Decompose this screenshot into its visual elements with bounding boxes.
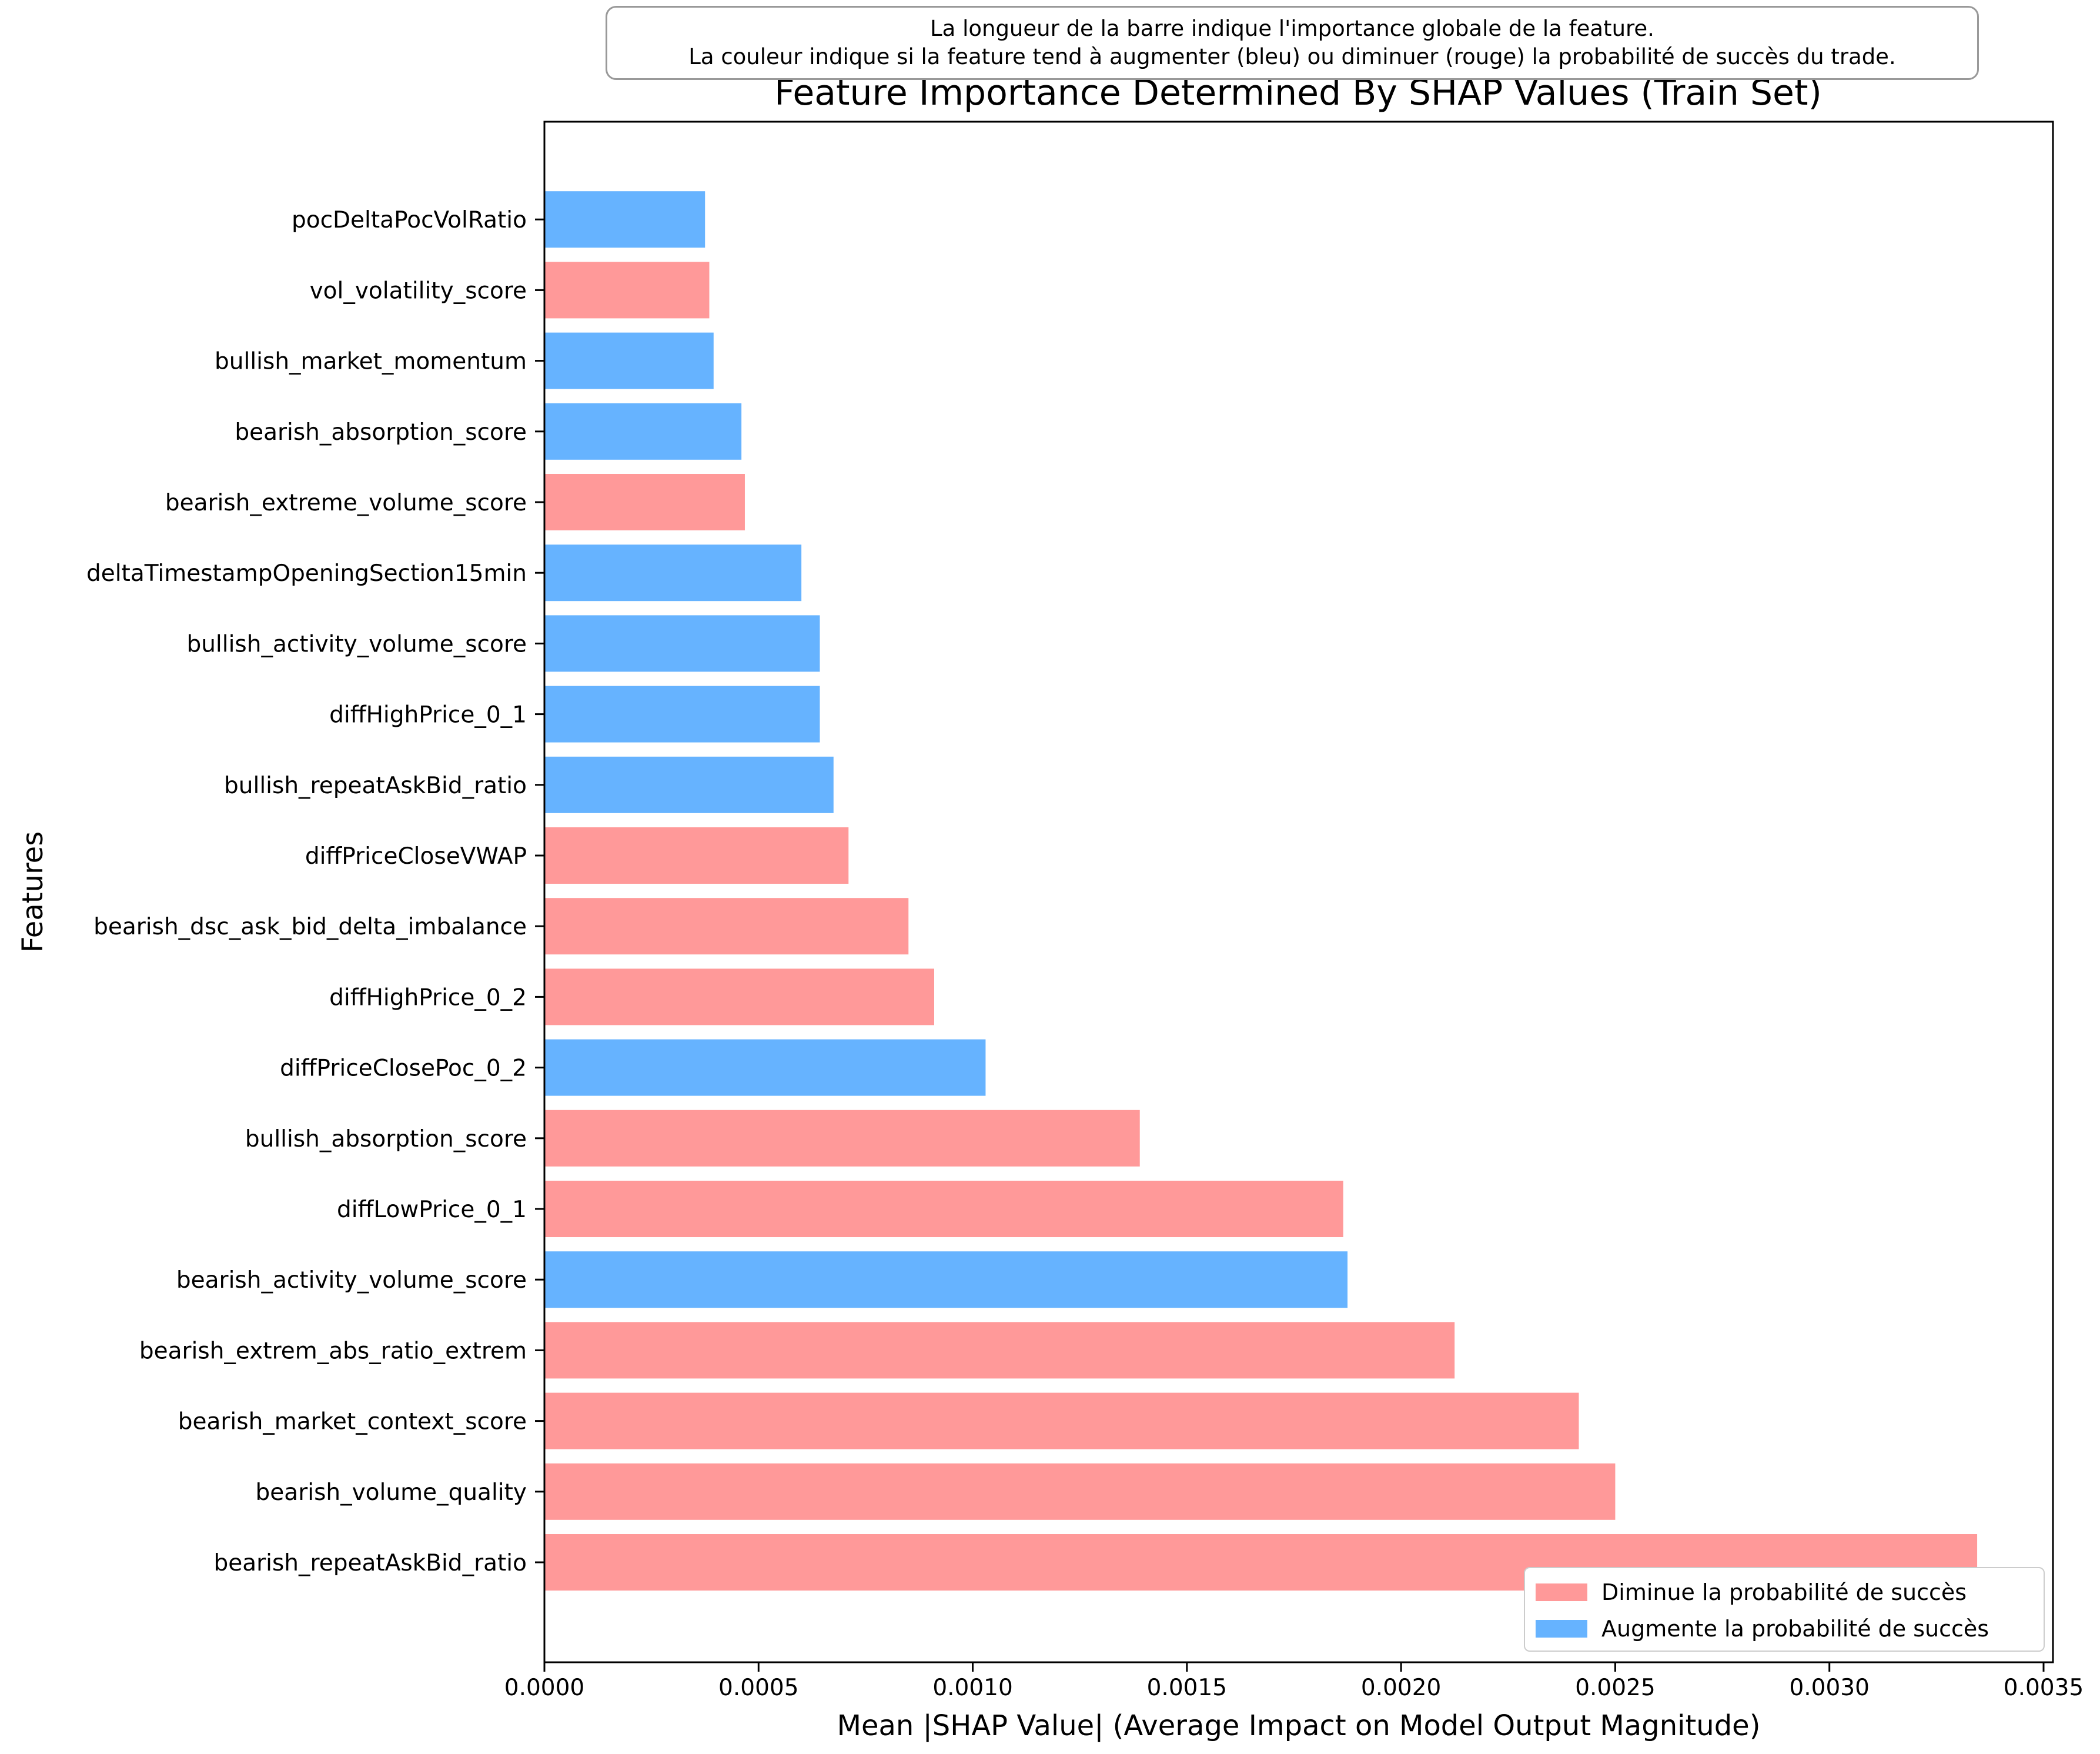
legend-label-increase: Augmente la probabilité de succès xyxy=(1601,1616,1989,1642)
y-tick-label: diffPriceClosePoc_0_2 xyxy=(280,1055,527,1082)
bar-deltaTimestampOpeningSection15min xyxy=(544,544,802,602)
x-tick-label: 0.0005 xyxy=(718,1675,798,1701)
y-tick-label: bearish_activity_volume_score xyxy=(176,1267,527,1294)
y-tick-label: bullish_absorption_score xyxy=(245,1126,527,1152)
legend-swatch-decrease xyxy=(1536,1583,1587,1601)
bar-bullish_market_momentum xyxy=(544,332,714,389)
bar-bearish_extreme_volume_score xyxy=(544,474,745,530)
bar-bearish_activity_volume_score xyxy=(544,1251,1348,1308)
y-tick-label: bearish_repeatAskBid_ratio xyxy=(213,1550,527,1576)
bar-bearish_extrem_abs_ratio_extrem xyxy=(544,1322,1455,1379)
x-tick-label: 0.0025 xyxy=(1575,1675,1655,1701)
bar-diffHighPrice_0_1 xyxy=(544,686,820,743)
legend-label-decrease: Diminue la probabilité de succès xyxy=(1601,1579,1967,1605)
plot-frame xyxy=(543,121,2054,1663)
legend-swatch-increase xyxy=(1536,1620,1587,1638)
y-tick-label: bullish_market_momentum xyxy=(215,349,527,375)
y-tick-label: vol_volatility_score xyxy=(310,278,527,304)
y-tick-label: diffHighPrice_0_1 xyxy=(329,702,527,729)
x-tick-label: 0.0020 xyxy=(1361,1675,1441,1701)
bar-vol_volatility_score xyxy=(544,262,710,319)
y-tick-label: diffLowPrice_0_1 xyxy=(337,1197,527,1223)
y-tick-label: bearish_absorption_score xyxy=(235,419,527,446)
chart-legend: Diminue la probabilité de succès Augment… xyxy=(1524,1567,2045,1652)
bar-bullish_absorption_score xyxy=(544,1110,1140,1167)
explanation-note: La longueur de la barre indique l'import… xyxy=(606,6,1979,80)
axes-layer: bearish_repeatAskBid_ratio bearish_volume… xyxy=(86,207,2084,1701)
y-tick-label: bearish_extrem_abs_ratio_extrem xyxy=(139,1338,527,1364)
y-axis-label: Features xyxy=(16,831,49,953)
y-tick-label: bearish_extreme_volume_score xyxy=(165,490,527,516)
y-tick-label: pocDeltaPocVolRatio xyxy=(292,207,527,233)
x-tick-label: 0.0010 xyxy=(932,1675,1012,1701)
y-tick-label: diffHighPrice_0_2 xyxy=(329,984,527,1011)
bar-diffPriceClosePoc_0_2 xyxy=(544,1039,986,1096)
bars-layer xyxy=(544,191,1978,1591)
bar-bearish_market_context_score xyxy=(544,1392,1579,1449)
x-tick-label: 0.0035 xyxy=(2004,1675,2084,1701)
bar-bearish_volume_quality xyxy=(544,1463,1616,1520)
y-tick-label: bearish_volume_quality xyxy=(256,1479,527,1506)
bar-diffLowPrice_0_1 xyxy=(544,1181,1343,1237)
legend-item-increase: Augmente la probabilité de succès xyxy=(1536,1611,1989,1647)
bar-diffHighPrice_0_2 xyxy=(544,968,934,1025)
bar-diffPriceCloseVWAP xyxy=(544,827,849,884)
bar-bearish_dsc_ask_bid_delta_imbalance xyxy=(544,898,909,955)
bar-bearish_absorption_score xyxy=(544,403,742,460)
x-tick-label: 0.0030 xyxy=(1789,1675,1869,1701)
x-tick-label: 0.0015 xyxy=(1147,1675,1227,1701)
y-tick-label: diffPriceCloseVWAP xyxy=(305,843,527,870)
note-line-2: La couleur indique si la feature tend à … xyxy=(688,44,1896,69)
note-line-1: La longueur de la barre indique l'import… xyxy=(930,16,1654,41)
y-tick-label: deltaTimestampOpeningSection15min xyxy=(86,560,527,587)
y-tick-label: bearish_dsc_ask_bid_delta_imbalance xyxy=(93,914,527,940)
legend-item-decrease: Diminue la probabilité de succès xyxy=(1536,1574,1967,1611)
x-tick-label: 0.0000 xyxy=(504,1675,584,1701)
y-tick-label: bullish_activity_volume_score xyxy=(186,631,527,657)
bar-bullish_repeatAskBid_ratio xyxy=(544,756,834,813)
x-axis-label: Mean |SHAP Value| (Average Impact on Mod… xyxy=(837,1709,1761,1742)
y-tick-label: bearish_market_context_score xyxy=(178,1409,527,1435)
bar-bullish_activity_volume_score xyxy=(544,615,820,672)
y-tick-label: bullish_repeatAskBid_ratio xyxy=(224,773,527,799)
bar-pocDeltaPocVolRatio xyxy=(544,191,705,248)
